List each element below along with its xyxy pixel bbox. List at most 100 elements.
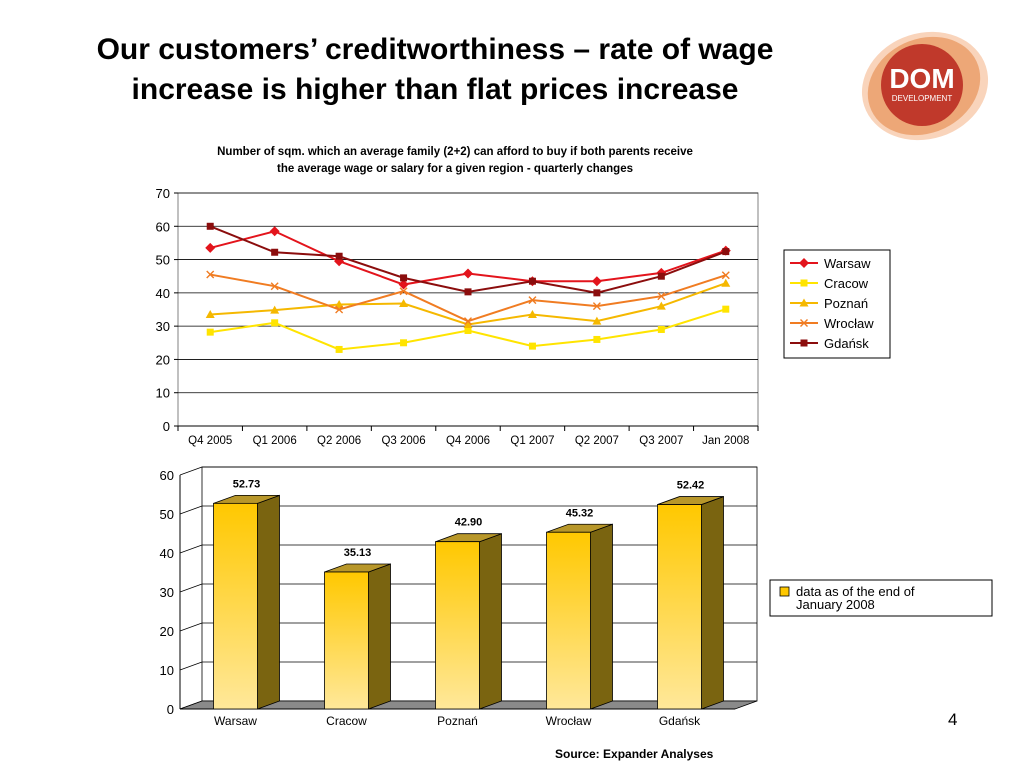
gridline-diagonal bbox=[179, 544, 203, 554]
data-point bbox=[722, 305, 730, 313]
data-point bbox=[721, 278, 731, 287]
data-point bbox=[591, 276, 602, 287]
data-point bbox=[463, 268, 473, 279]
x-tick-label: Q3 2006 bbox=[381, 435, 425, 447]
series-line bbox=[210, 273, 727, 323]
legend-item-poznan: Poznań bbox=[790, 296, 868, 311]
data-point bbox=[528, 296, 537, 305]
x-tick-label: Q1 2007 bbox=[510, 435, 554, 447]
y-tick-label: 60 bbox=[156, 219, 170, 234]
legend-label-line-1: data as of the end of bbox=[796, 584, 915, 599]
y-tick-label: 50 bbox=[160, 507, 174, 522]
y-tick-label: 30 bbox=[160, 585, 174, 600]
legend-label-line-2: January 2008 bbox=[796, 597, 875, 612]
y-tick-label: 70 bbox=[156, 186, 170, 201]
legend-item-gdansk: Gdańsk bbox=[790, 336, 869, 351]
data-point bbox=[335, 305, 344, 314]
dom-development-logo: DOM DEVELOPMENT bbox=[861, 31, 989, 141]
legend-label: Poznań bbox=[824, 296, 868, 311]
source-note: Source: Expander Analyses bbox=[555, 747, 714, 761]
logo-text-main: DOM bbox=[889, 63, 954, 94]
x-tick-label: Cracow bbox=[326, 714, 367, 728]
line-chart-title-line-2: the average wage or salary for a given r… bbox=[277, 163, 633, 175]
data-point bbox=[463, 319, 473, 328]
bar-chart-floor bbox=[179, 700, 758, 710]
x-tick-label: Q3 2007 bbox=[639, 435, 683, 447]
bar-top bbox=[435, 533, 502, 543]
gridline-diagonal bbox=[179, 661, 203, 671]
line-chart-legend: Warsaw Cracow Poznań Wrocław Gdańsk bbox=[783, 249, 891, 359]
data-point bbox=[399, 287, 408, 296]
series-warsaw bbox=[205, 226, 731, 290]
bar-side bbox=[257, 494, 280, 710]
legend-marker bbox=[799, 298, 809, 307]
x-tick-label: Q4 2005 bbox=[188, 435, 232, 447]
gridline-diagonal bbox=[179, 700, 203, 710]
data-point bbox=[464, 317, 472, 326]
page-number: 4 bbox=[948, 710, 958, 729]
bar-front bbox=[324, 571, 369, 710]
data-point bbox=[593, 289, 601, 297]
bar-poznan: 42.90 bbox=[435, 517, 502, 710]
y-tick-label: 10 bbox=[156, 386, 170, 401]
y-tick-label: 30 bbox=[156, 319, 170, 334]
data-point bbox=[206, 328, 214, 336]
bar-value-label: 52.42 bbox=[677, 480, 705, 492]
data-point bbox=[527, 276, 538, 287]
series-cracow bbox=[206, 305, 730, 353]
data-point bbox=[593, 335, 601, 343]
legend-label: Cracow bbox=[824, 276, 869, 291]
y-tick-label: 0 bbox=[163, 419, 170, 434]
bar-side bbox=[590, 523, 613, 710]
data-point bbox=[528, 342, 536, 350]
x-tick-label: Poznań bbox=[437, 714, 478, 728]
data-point bbox=[464, 326, 472, 334]
data-point bbox=[206, 270, 215, 279]
data-point bbox=[334, 256, 345, 267]
data-point bbox=[657, 272, 665, 280]
line-plot-area bbox=[177, 192, 759, 427]
data-point bbox=[334, 300, 344, 309]
data-point bbox=[271, 319, 279, 327]
data-point bbox=[656, 267, 667, 278]
legend-marker bbox=[800, 319, 808, 327]
bar-front bbox=[657, 504, 702, 710]
data-point bbox=[720, 245, 731, 256]
y-tick-label: 60 bbox=[160, 468, 174, 483]
logo-text-sub: DEVELOPMENT bbox=[892, 94, 953, 103]
gridline-diagonal bbox=[179, 505, 203, 515]
data-point bbox=[400, 274, 408, 282]
legend-label: Warsaw bbox=[824, 256, 871, 271]
legend-marker bbox=[800, 339, 808, 347]
bar-top bbox=[324, 563, 391, 573]
bar-value-label: 42.90 bbox=[455, 517, 483, 529]
bar-value-label: 52.73 bbox=[233, 478, 261, 490]
legend-item-warsaw: Warsaw bbox=[790, 256, 871, 271]
series-line bbox=[209, 225, 727, 294]
x-tick-label: Warsaw bbox=[214, 714, 257, 728]
data-point bbox=[657, 325, 665, 333]
y-tick-label: 40 bbox=[160, 546, 174, 561]
data-point bbox=[206, 222, 214, 230]
gridline-diagonal bbox=[179, 466, 203, 476]
legend-box bbox=[769, 579, 993, 617]
bar-value-label: 35.13 bbox=[344, 547, 372, 559]
gridline-diagonal bbox=[179, 583, 203, 593]
data-point bbox=[527, 309, 537, 318]
data-point bbox=[335, 345, 343, 353]
data-point bbox=[656, 301, 666, 310]
series-gdansk bbox=[206, 222, 730, 297]
x-tick-label: Q1 2006 bbox=[253, 435, 297, 447]
series-line bbox=[210, 282, 727, 326]
y-tick-label: 40 bbox=[156, 286, 170, 301]
y-tick-label: 10 bbox=[160, 663, 174, 678]
y-tick-label: 20 bbox=[156, 352, 170, 367]
legend-label: Wrocław bbox=[824, 316, 874, 331]
legend-item-wroclaw: Wrocław bbox=[790, 316, 874, 331]
y-tick-label: 50 bbox=[156, 253, 170, 268]
data-point bbox=[721, 271, 730, 280]
series-poznan bbox=[205, 278, 731, 328]
slide-title-line-2: increase is higher than flat prices incr… bbox=[131, 73, 739, 106]
x-tick-label: Gdańsk bbox=[659, 714, 701, 728]
